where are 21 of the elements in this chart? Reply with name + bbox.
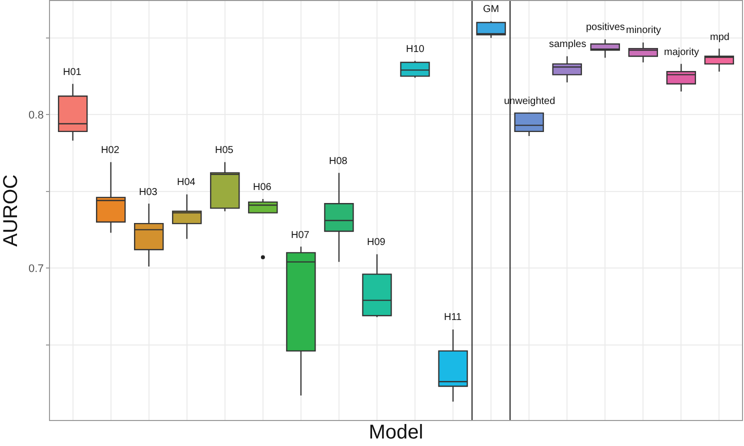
y-tick-label: 0.7 — [28, 262, 44, 275]
x-tick-label: H11 — [444, 312, 462, 323]
y-axis-title: AUROC — [0, 174, 22, 247]
x-tick-label: mpd — [710, 32, 730, 43]
x-tick-label: H01 — [63, 67, 82, 78]
x-tick-label: H02 — [101, 145, 120, 156]
x-tick-label: H08 — [329, 156, 348, 167]
y-tick-label: 0.8 — [28, 109, 44, 122]
x-tick-label: majority — [664, 47, 700, 58]
x-tick-label: H06 — [253, 182, 272, 193]
x-tick-label: H05 — [215, 145, 234, 156]
x-tick-label: GM — [483, 4, 500, 15]
x-axis-title: Model — [368, 422, 424, 444]
x-tick-label: H03 — [139, 187, 158, 198]
x-tick-label: H04 — [177, 177, 196, 188]
x-tick-label: H07 — [291, 230, 310, 241]
x-tick-label: H09 — [367, 237, 386, 248]
x-tick-label: H10 — [406, 44, 425, 55]
x-tick-label: samples — [549, 39, 586, 50]
x-tick-label: positives — [586, 22, 625, 33]
x-tick-label: minority — [626, 25, 662, 36]
